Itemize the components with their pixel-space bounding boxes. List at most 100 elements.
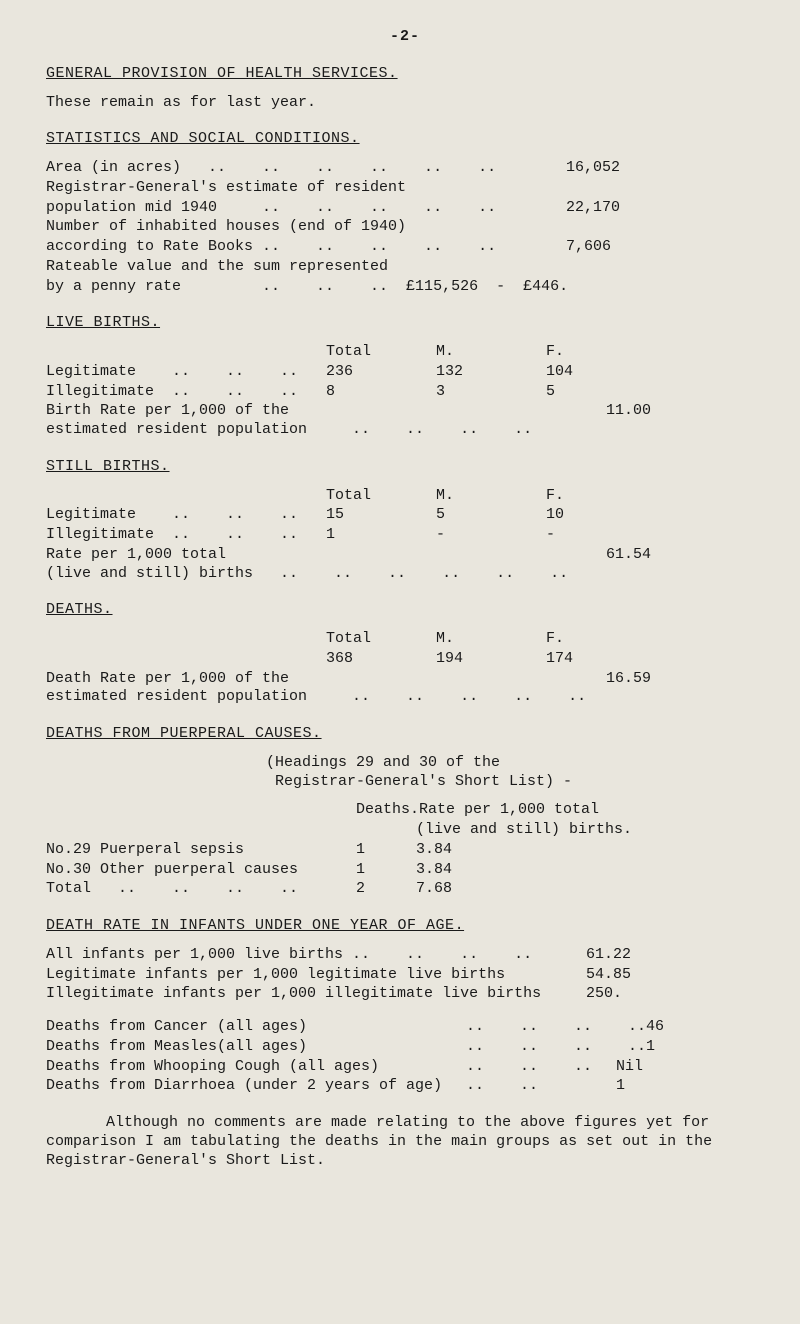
row-m: 5 (436, 506, 546, 525)
rate-label: Death Rate per 1,000 of the estimated re… (46, 670, 606, 708)
row-val: Nil (616, 1058, 696, 1077)
still-births-row: Legitimate .. .. .. 15 5 10 (46, 506, 764, 525)
infant-rate-row: All infants per 1,000 live births .. .. … (46, 946, 764, 965)
stat-area: Area (in acres) .. .. .. .. .. .. 16,052 (46, 159, 764, 178)
col-total: Total (326, 630, 436, 649)
row-total: 236 (326, 363, 436, 382)
col-deaths: Deaths. (356, 801, 419, 820)
row-total: 368 (326, 650, 436, 669)
row-deaths: 1 (356, 861, 416, 880)
rate-val: 11.00 (606, 402, 766, 421)
row-dots: .. .. (466, 1077, 616, 1096)
col-rate-line2: (live and still) births. (416, 821, 676, 840)
row-label: Deaths from Cancer (all ages) (46, 1018, 466, 1037)
row-rate: 3.84 (416, 861, 676, 880)
deaths-row: 368 194 174 (46, 650, 764, 669)
page: -2- GENERAL PROVISION OF HEALTH SERVICES… (0, 0, 800, 1220)
col-m: M. (436, 487, 546, 506)
stat-reg-label2: population mid 1940 .. .. .. .. .. (46, 199, 566, 218)
row-val: 61.22 (586, 946, 706, 965)
row-f: 104 (546, 363, 656, 382)
death-cause-row: Deaths from Measles(all ages) .. .. .. .… (46, 1038, 764, 1057)
col-m: M. (436, 343, 546, 362)
row-deaths: 1 (356, 841, 416, 860)
row-f: 174 (546, 650, 656, 669)
row-f: 10 (546, 506, 656, 525)
stat-houses-label1: Number of inhabited houses (end of 1940) (46, 218, 566, 237)
row-m: 132 (436, 363, 546, 382)
heading-still-births: STILL BIRTHS. (46, 458, 764, 477)
still-birth-rate: Rate per 1,000 total (live and still) bi… (46, 546, 764, 584)
stat-reg-label1: Registrar-General's estimate of resident (46, 179, 566, 198)
row-label: Deaths from Diarrhoea (under 2 years of … (46, 1077, 466, 1096)
stat-reg-line1: Registrar-General's estimate of resident (46, 179, 764, 198)
row-rate: 7.68 (416, 880, 676, 899)
row-label: Legitimate infants per 1,000 legitimate … (46, 966, 586, 985)
stat-houses-label2: according to Rate Books .. .. .. .. .. (46, 238, 566, 257)
stat-houses-line2: according to Rate Books .. .. .. .. .. 7… (46, 238, 764, 257)
infant-rate-row: Legitimate infants per 1,000 legitimate … (46, 966, 764, 985)
still-births-header: Total M. F. (46, 487, 764, 506)
death-cause-row: Deaths from Whooping Cough (all ages) ..… (46, 1058, 764, 1077)
intro-line: These remain as for last year. (46, 94, 764, 113)
row-total: 15 (326, 506, 436, 525)
rate-label: Birth Rate per 1,000 of the estimated re… (46, 402, 606, 440)
col-total: Total (326, 343, 436, 362)
row-dots: .. .. .. .. (466, 1018, 646, 1037)
puerperal-row: No.30 Other puerperal causes 1 3.84 (46, 861, 764, 880)
still-births-row: Illegitimate .. .. .. 1 - - (46, 526, 764, 545)
puerperal-row: No.29 Puerperal sepsis 1 3.84 (46, 841, 764, 860)
col-f: F. (546, 630, 656, 649)
col-f: F. (546, 343, 656, 362)
heading-puerperal: DEATHS FROM PUERPERAL CAUSES. (46, 725, 764, 744)
live-births-row: Illegitimate .. .. .. 8 3 5 (46, 383, 764, 402)
live-birth-rate: Birth Rate per 1,000 of the estimated re… (46, 402, 764, 440)
page-number: -2- (46, 28, 764, 47)
row-label: No.29 Puerperal sepsis (46, 841, 356, 860)
row-label: Legitimate .. .. .. (46, 506, 326, 525)
heading-general-provision: GENERAL PROVISION OF HEALTH SERVICES. (46, 65, 764, 84)
stat-rateable-line1: Rateable value and the sum represented (46, 258, 764, 277)
row-val: 46 (646, 1018, 726, 1037)
row-label: No.30 Other puerperal causes (46, 861, 356, 880)
heading-live-births: LIVE BIRTHS. (46, 314, 764, 333)
row-total: 1 (326, 526, 436, 545)
row-m: 194 (436, 650, 546, 669)
heading-statistics: STATISTICS AND SOCIAL CONDITIONS. (46, 130, 764, 149)
stat-area-label: Area (in acres) .. .. .. .. .. .. (46, 159, 566, 178)
stat-reg-val: 22,170 (566, 199, 726, 218)
puerperal-header2: (live and still) births. (46, 821, 764, 840)
stat-rateable-line2: by a penny rate .. .. .. £115,526 - £446… (46, 278, 764, 297)
stat-houses-line1: Number of inhabited houses (end of 1940) (46, 218, 764, 237)
row-rate: 3.84 (416, 841, 676, 860)
row-f: - (546, 526, 656, 545)
rate-label: Rate per 1,000 total (live and still) bi… (46, 546, 606, 584)
heading-infant-deaths: DEATH RATE IN INFANTS UNDER ONE YEAR OF … (46, 917, 764, 936)
row-label: Illegitimate .. .. .. (46, 383, 326, 402)
row-label: Deaths from Measles(all ages) (46, 1038, 466, 1057)
row-val: 1 (646, 1038, 726, 1057)
stat-area-val: 16,052 (566, 159, 726, 178)
live-births-header: Total M. F. (46, 343, 764, 362)
death-cause-row: Deaths from Cancer (all ages) .. .. .. .… (46, 1018, 764, 1037)
rate-val: 61.54 (606, 546, 766, 565)
row-label: Total .. .. .. .. (46, 880, 356, 899)
col-total: Total (326, 487, 436, 506)
closing-paragraph: Although no comments are made relating t… (46, 1114, 764, 1170)
row-label: Legitimate .. .. .. (46, 363, 326, 382)
row-val: 1 (616, 1077, 696, 1096)
puerperal-row: Total .. .. .. .. 2 7.68 (46, 880, 764, 899)
row-total: 8 (326, 383, 436, 402)
spacer (46, 1005, 764, 1017)
row-label: All infants per 1,000 live births .. .. … (46, 946, 586, 965)
col-rate-line1: Rate per 1,000 total (419, 801, 679, 820)
stat-houses-val: 7,606 (566, 238, 726, 257)
row-deaths: 2 (356, 880, 416, 899)
live-births-row: Legitimate .. .. .. 236 132 104 (46, 363, 764, 382)
row-val: 54.85 (586, 966, 706, 985)
col-f: F. (546, 487, 656, 506)
row-label: Illegitimate .. .. .. (46, 526, 326, 545)
row-m: - (436, 526, 546, 545)
row-label: Deaths from Whooping Cough (all ages) (46, 1058, 466, 1077)
row-val: 250. (586, 985, 706, 1004)
